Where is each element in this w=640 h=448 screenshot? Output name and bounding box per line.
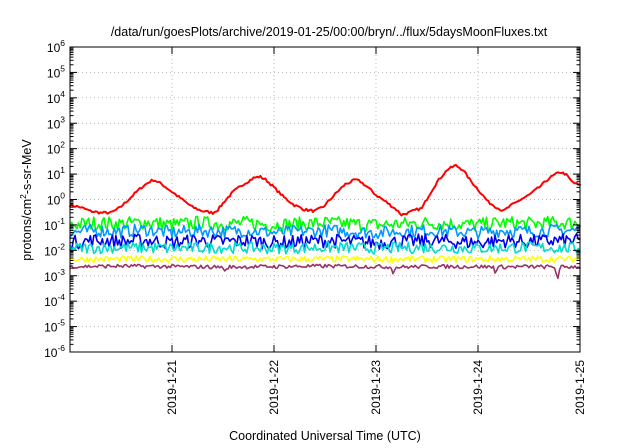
y-tick-label-exp: 1 — [60, 165, 65, 175]
y-tick-label-exp: 0 — [60, 191, 65, 201]
y-tick-label: 10-1 — [44, 216, 65, 233]
y-tick-label-exp: -6 — [57, 343, 65, 353]
x-tick-label: 2019-1-25 — [573, 360, 587, 415]
y-tick-label-exp: 5 — [60, 63, 65, 73]
y-tick-label-exp: 3 — [60, 114, 65, 124]
x-tick-label: 2019-1-23 — [369, 360, 383, 415]
y-tick-label-base: 10 — [44, 321, 58, 335]
chart-title: /data/run/goesPlots/archive/2019-01-25/0… — [111, 25, 548, 39]
y-axis-label-base: protons/cm — [20, 199, 34, 261]
y-axis-label-rest: -s-sr-MeV — [20, 139, 34, 195]
y-tick-label-base: 10 — [44, 346, 58, 360]
y-tick-label-exp: -1 — [57, 216, 65, 226]
y-tick-label-exp: -5 — [57, 318, 65, 328]
y-axis-label-sup: 2 — [18, 194, 28, 199]
y-tick-label: 10-6 — [44, 343, 65, 360]
series-line — [69, 163, 581, 217]
x-tick-label: 2019-1-24 — [471, 360, 485, 415]
y-tick-label: 106 — [47, 38, 65, 55]
y-tick-label-base: 10 — [47, 168, 61, 182]
x-axis-label: Coordinated Universal Time (UTC) — [229, 429, 421, 443]
y-axis: 10-610-510-410-310-210-11001011021031041… — [44, 38, 580, 360]
series-line — [69, 241, 581, 255]
y-tick-label: 10-4 — [44, 292, 65, 309]
series-line — [69, 233, 581, 251]
series-line — [69, 255, 581, 264]
y-tick-label-base: 10 — [47, 41, 61, 55]
y-tick-label-base: 10 — [47, 66, 61, 80]
x-axis: 2019-1-21 2019-1-22 2019-1-23 2019-1-24 2019… — [165, 47, 587, 415]
y-tick-label: 104 — [47, 89, 65, 106]
y-tick-label: 102 — [47, 140, 65, 157]
y-tick-label: 105 — [47, 63, 65, 80]
series-line — [69, 215, 581, 233]
series-line — [69, 263, 581, 280]
grid-lines — [70, 47, 580, 352]
y-tick-label: 10-3 — [44, 267, 65, 284]
y-tick-label-exp: -4 — [57, 292, 65, 302]
y-tick-label-base: 10 — [44, 219, 58, 233]
x-tick-label: 2019-1-22 — [267, 360, 281, 415]
series-group — [69, 163, 581, 280]
y-tick-label-base: 10 — [47, 92, 61, 106]
y-tick-label-exp: -2 — [57, 241, 65, 251]
y-tick-label-base: 10 — [44, 270, 58, 284]
y-axis-label: protons/cm2-s-sr-MeV — [18, 139, 34, 261]
y-tick-label: 100 — [47, 191, 65, 208]
y-tick-label-base: 10 — [44, 244, 58, 258]
y-tick-label: 10-5 — [44, 318, 65, 335]
y-tick-label-exp: 6 — [60, 38, 65, 48]
y-tick-label-exp: 2 — [60, 140, 65, 150]
y-tick-label-base: 10 — [47, 117, 61, 131]
y-tick-label-base: 10 — [47, 194, 61, 208]
x-tick-label: 2019-1-21 — [165, 360, 179, 415]
y-tick-label-exp: 4 — [60, 89, 65, 99]
y-tick-label-base: 10 — [44, 295, 58, 309]
y-tick-label-base: 10 — [47, 143, 61, 157]
y-tick-label-exp: -3 — [57, 267, 65, 277]
y-tick-label: 10-2 — [44, 241, 65, 258]
y-tick-label: 103 — [47, 114, 65, 131]
y-tick-label: 101 — [47, 165, 65, 182]
